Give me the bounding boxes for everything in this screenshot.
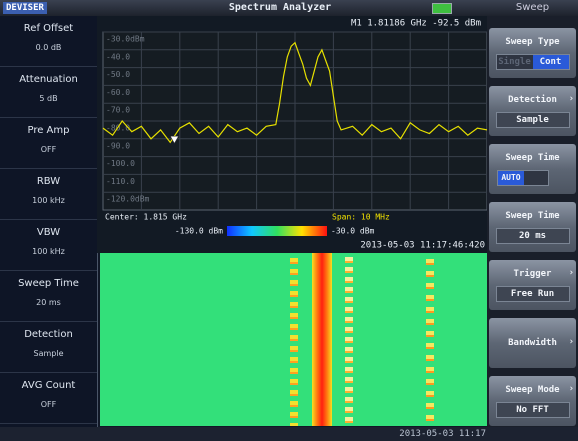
colorbar-min: -130.0 dBm [175, 227, 223, 236]
waterfall-trace [290, 253, 298, 426]
parameter-panel: Ref Offset 0.0 dB Attenuation 5 dB Pre Amp OF… [0, 16, 98, 427]
softkey-value: Sample [496, 112, 570, 128]
softkey[interactable]: › Detection Sample [489, 86, 576, 136]
y-tick-label: -50.0 [106, 70, 130, 79]
softkey-value: Free Run [496, 286, 570, 302]
parameter: Attenuation 5 dB [0, 67, 97, 118]
parameter-label: RBW [0, 175, 97, 189]
y-tick-label: -40.0 [106, 52, 130, 61]
waterfall-timestamp: 2013-05-03 11:17:46:420 [360, 241, 485, 251]
parameter: Sweep Time 20 ms [0, 271, 97, 322]
waterfall [100, 253, 487, 426]
toggle: AUTO [497, 170, 549, 186]
screen: DEVISER Spectrum Analyzer Sweep Ref Offs… [0, 0, 578, 441]
marker-readout: M1 1.81186 GHz -92.5 dBm [351, 19, 481, 29]
softkey-label: Sweep Time [489, 210, 576, 222]
softkey-label: Bandwidth [489, 337, 576, 349]
softkey-label: Detection [489, 94, 576, 106]
softkey-value: No FFT [496, 402, 570, 418]
parameter: AVG Count OFF [0, 373, 97, 424]
parameter-value: Sample [0, 348, 97, 360]
waterfall-trace [345, 253, 353, 426]
parameter-value: 100 kHz [0, 246, 97, 258]
menu-title: Sweep [487, 1, 578, 15]
parameter-label: Detection [0, 328, 97, 342]
parameter-label: VBW [0, 226, 97, 240]
parameter-value: 0.0 dB [0, 42, 97, 54]
option: Single [497, 55, 533, 69]
app-title: Spectrum Analyzer [150, 1, 410, 15]
center-frequency: Center: 1.815 GHz [105, 213, 187, 222]
parameter-label: AVG Count [0, 379, 97, 393]
softkey-label: Trigger [489, 268, 576, 280]
datetime: 2013-05-03 11:17 [399, 427, 486, 441]
y-tick-label: -90.0 [106, 141, 130, 150]
parameter: Detection Sample [0, 322, 97, 373]
parameter: RBW 100 kHz [0, 169, 97, 220]
parameter-value: OFF [0, 144, 97, 156]
arrow: › [569, 94, 574, 104]
softkey-value: 20 ms [496, 228, 570, 244]
softkey[interactable]: Sweep Time 20 ms [489, 202, 576, 252]
y-tick-label: -30.0dBm [106, 35, 145, 44]
softkey-label: Sweep Mode [489, 384, 576, 396]
softkey-label: Sweep Type [489, 36, 576, 48]
y-tick-label: -70.0 [106, 106, 130, 115]
softkey[interactable]: › Sweep Mode No FFT [489, 376, 576, 426]
logo: DEVISER [3, 2, 47, 14]
waterfall-trace [312, 253, 332, 426]
parameter-value: 100 kHz [0, 195, 97, 207]
softkey-panel: Sweep Type Single Cont › Detection Sampl… [487, 16, 578, 427]
parameter-label: Sweep Time [0, 277, 97, 291]
softkey[interactable]: › Bandwidth [489, 318, 576, 368]
span: Span: 10 MHz [332, 213, 390, 222]
softkey[interactable]: Sweep Time AUTO [489, 144, 576, 194]
parameter-value: 20 ms [0, 297, 97, 309]
title-bar: DEVISER Spectrum Analyzer Sweep [0, 0, 578, 16]
parameter: Pre Amp OFF [0, 118, 97, 169]
arrow: › [569, 337, 574, 347]
arrow: › [569, 268, 574, 278]
softkey-label: Sweep Time [489, 152, 576, 164]
parameter-value: OFF [0, 399, 97, 411]
spectrum-plot: M1 1.81186 GHz -92.5 dBm Center: 1.815 G… [97, 16, 487, 253]
parameter-label: Pre Amp [0, 124, 97, 138]
waterfall-trace [426, 253, 434, 426]
y-tick-label: -100.0 [106, 159, 135, 168]
y-tick-label: -110.0 [106, 177, 135, 186]
y-tick-label: -60.0 [106, 88, 130, 97]
parameter: Ref Offset 0.0 dB [0, 16, 97, 67]
option-selected: Cont [533, 55, 569, 69]
parameter-value: 5 dB [0, 93, 97, 105]
softkey[interactable]: Sweep Type Single Cont [489, 28, 576, 78]
y-tick-label: -120.0dBm [106, 195, 150, 204]
colorbar [227, 226, 327, 236]
parameter: VBW 100 kHz [0, 220, 97, 271]
spectrum-area: M1 1.81186 GHz -92.5 dBm Center: 1.815 G… [97, 16, 487, 253]
parameter-label: Attenuation [0, 73, 97, 87]
battery-icon [432, 3, 452, 14]
toggle: Single Cont [496, 54, 570, 70]
status-bar: 2013-05-03 11:17 [0, 427, 578, 441]
softkey[interactable]: › Trigger Free Run [489, 260, 576, 310]
parameter-label: Ref Offset [0, 22, 97, 36]
colorbar-max: -30.0 dBm [331, 227, 375, 236]
option-selected: AUTO [498, 171, 524, 185]
arrow: › [569, 384, 574, 394]
